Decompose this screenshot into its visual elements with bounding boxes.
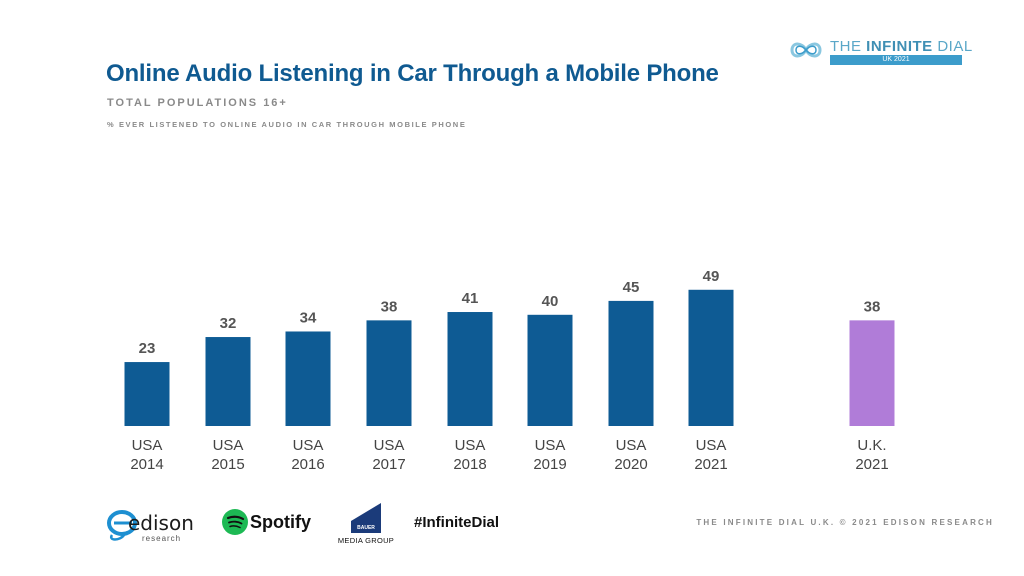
bar-usa-2018	[447, 312, 493, 426]
category-label-market: USA	[374, 437, 405, 454]
bar-value-label: 34	[300, 309, 317, 326]
spotify-logo: Spotify	[221, 508, 321, 538]
category-label-year: 2015	[211, 456, 244, 473]
bar-usa-2019	[527, 314, 573, 426]
bar-value-label: 49	[703, 268, 720, 285]
category-label-market: USA	[213, 437, 244, 454]
bar-usa-2015	[205, 337, 251, 426]
brand-name: THE INFINITE DIAL	[830, 38, 973, 55]
hashtag: #InfiniteDial	[414, 514, 500, 531]
edison-swirl-icon	[107, 510, 137, 541]
bar-value-label: 45	[623, 279, 640, 296]
bar-value-label: 23	[139, 340, 156, 357]
bar-usa-2017	[366, 320, 412, 426]
category-label-year: 2021	[855, 456, 888, 473]
category-label-market: USA	[132, 437, 163, 454]
infinity-icon	[790, 42, 822, 58]
category-label-year: 2014	[130, 456, 163, 473]
bar-uk-2021	[849, 320, 895, 426]
footer-credit: THE INFINITE DIAL U.K. © 2021 EDISON RES…	[696, 518, 994, 527]
bar-usa-2016	[285, 331, 331, 426]
edison-research-logo: edison research	[106, 505, 196, 545]
bar-value-label: 41	[462, 290, 479, 307]
category-label-market: USA	[616, 437, 647, 454]
category-label-year: 2017	[372, 456, 405, 473]
category-label-year: 2019	[533, 456, 566, 473]
category-label-year: 2018	[453, 456, 486, 473]
bar-value-label: 38	[864, 298, 881, 315]
infinite-dial-logo: THE INFINITE DIAL UK 2021	[786, 38, 972, 66]
brand-edition: UK 2021	[830, 55, 962, 65]
category-label-market: USA	[535, 437, 566, 454]
bauer-icon: BAUER	[351, 503, 381, 533]
edison-subtitle: research	[142, 534, 182, 543]
bauer-wordmark: MEDIA GROUP	[337, 536, 395, 545]
edison-wordmark: edison	[128, 511, 194, 535]
category-label-market: USA	[293, 437, 324, 454]
bar-value-label: 38	[381, 298, 398, 315]
bauer-media-logo: BAUER MEDIA GROUP	[336, 503, 396, 549]
spotify-wordmark: Spotify	[250, 512, 311, 532]
category-label-market: USA	[455, 437, 486, 454]
chart-subtitle: TOTAL POPULATIONS 16+	[107, 97, 288, 109]
bar-usa-2014	[124, 362, 170, 426]
category-label-year: 2021	[694, 456, 727, 473]
category-label-market: USA	[696, 437, 727, 454]
bar-usa-2021	[688, 289, 734, 426]
category-label-year: 2016	[291, 456, 324, 473]
bar-usa-2020	[608, 300, 654, 426]
bauer-box-label: BAUER	[357, 525, 375, 531]
bar-chart: 23 32 34 38 41 40 45 49 38 USA 2014 USA 2015 USA 2016…	[124, 268, 895, 473]
category-label-year: 2020	[614, 456, 647, 473]
chart-title: Online Audio Listening in Car Through a …	[106, 60, 719, 87]
bar-value-label: 32	[220, 315, 237, 332]
category-label-market: U.K.	[857, 437, 886, 454]
chart-note: % EVER LISTENED TO ONLINE AUDIO IN CAR T…	[107, 120, 467, 129]
spotify-icon	[222, 509, 248, 535]
bar-value-label: 40	[542, 293, 559, 310]
